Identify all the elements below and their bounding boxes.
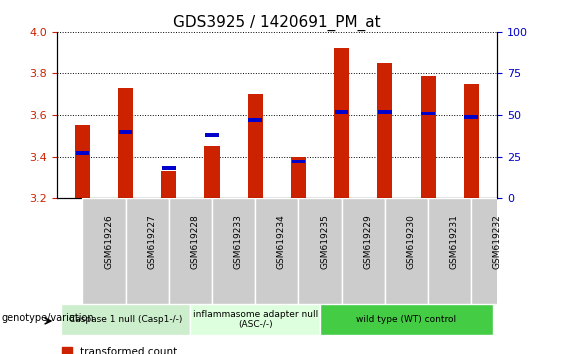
FancyBboxPatch shape bbox=[428, 198, 471, 304]
Bar bbox=[292, 160, 305, 164]
Bar bbox=[75, 125, 90, 198]
FancyBboxPatch shape bbox=[169, 198, 212, 304]
Bar bbox=[464, 115, 478, 119]
Bar bbox=[420, 75, 436, 198]
Bar bbox=[162, 166, 176, 170]
Bar bbox=[377, 63, 393, 198]
Legend: transformed count, percentile rank within the sample: transformed count, percentile rank withi… bbox=[62, 347, 257, 354]
Bar bbox=[247, 94, 263, 198]
FancyBboxPatch shape bbox=[471, 198, 515, 304]
Text: GSM619230: GSM619230 bbox=[406, 214, 415, 269]
FancyBboxPatch shape bbox=[61, 304, 190, 335]
FancyBboxPatch shape bbox=[320, 304, 493, 335]
Bar bbox=[76, 152, 89, 155]
Bar bbox=[161, 171, 176, 198]
Text: GSM619231: GSM619231 bbox=[450, 214, 459, 269]
FancyBboxPatch shape bbox=[255, 198, 298, 304]
FancyBboxPatch shape bbox=[212, 198, 255, 304]
Text: GSM619229: GSM619229 bbox=[363, 214, 372, 269]
Text: GSM619227: GSM619227 bbox=[147, 214, 157, 269]
FancyBboxPatch shape bbox=[385, 198, 428, 304]
Bar bbox=[334, 48, 349, 198]
Title: GDS3925 / 1420691_PM_at: GDS3925 / 1420691_PM_at bbox=[173, 14, 381, 30]
Bar bbox=[291, 157, 306, 198]
Text: GSM619233: GSM619233 bbox=[234, 214, 242, 269]
Bar bbox=[378, 110, 392, 114]
FancyBboxPatch shape bbox=[190, 304, 320, 335]
Bar bbox=[335, 110, 349, 114]
Text: inflammasome adapter null
(ASC-/-): inflammasome adapter null (ASC-/-) bbox=[193, 310, 318, 329]
Text: genotype/variation: genotype/variation bbox=[1, 313, 94, 323]
FancyBboxPatch shape bbox=[342, 198, 385, 304]
Text: GSM619234: GSM619234 bbox=[277, 214, 286, 269]
FancyBboxPatch shape bbox=[82, 198, 125, 304]
Bar bbox=[421, 112, 435, 115]
Text: wild type (WT) control: wild type (WT) control bbox=[357, 315, 457, 324]
Text: Caspase 1 null (Casp1-/-): Caspase 1 null (Casp1-/-) bbox=[69, 315, 182, 324]
Bar bbox=[464, 84, 479, 198]
Bar bbox=[119, 130, 132, 133]
FancyBboxPatch shape bbox=[125, 198, 169, 304]
Bar bbox=[118, 88, 133, 198]
Text: GSM619228: GSM619228 bbox=[190, 214, 199, 269]
Bar bbox=[205, 133, 219, 137]
FancyBboxPatch shape bbox=[298, 198, 342, 304]
Text: GSM619226: GSM619226 bbox=[104, 214, 113, 269]
Text: GSM619232: GSM619232 bbox=[493, 214, 502, 269]
Bar bbox=[249, 118, 262, 122]
Bar bbox=[205, 146, 220, 198]
Text: GSM619235: GSM619235 bbox=[320, 214, 329, 269]
